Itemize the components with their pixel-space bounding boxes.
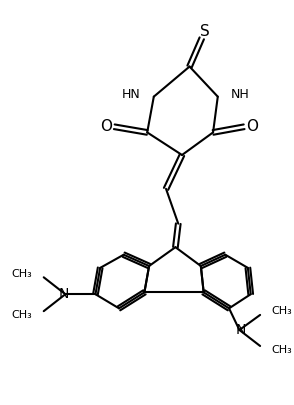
Text: N: N (58, 287, 69, 301)
Text: NH: NH (231, 88, 250, 101)
Text: HN: HN (122, 88, 141, 101)
Text: O: O (247, 119, 259, 134)
Text: CH₃: CH₃ (271, 306, 292, 316)
Text: O: O (100, 119, 112, 134)
Text: CH₃: CH₃ (12, 269, 32, 279)
Text: CH₃: CH₃ (271, 345, 292, 355)
Text: CH₃: CH₃ (12, 310, 32, 320)
Text: S: S (200, 24, 210, 39)
Text: N: N (236, 323, 246, 337)
